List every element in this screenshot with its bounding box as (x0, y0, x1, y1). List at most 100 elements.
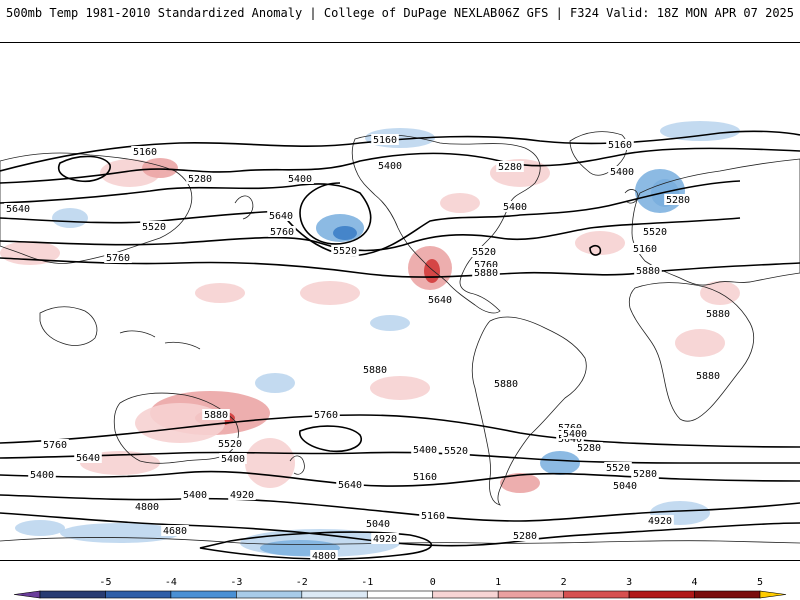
svg-text:5280: 5280 (513, 531, 537, 542)
contour-label: 5760 (268, 226, 296, 238)
svg-text:5880: 5880 (494, 379, 518, 390)
colorbar-swatch (694, 590, 761, 599)
contour-label: 5160 (606, 139, 634, 151)
anomaly-blob (255, 373, 295, 393)
svg-text:5640: 5640 (558, 434, 582, 445)
anomaly-blob (660, 121, 740, 141)
svg-text:5880: 5880 (636, 266, 660, 277)
svg-text:4920: 4920 (648, 516, 672, 527)
svg-text:5880: 5880 (696, 371, 720, 382)
svg-text:5280: 5280 (577, 443, 601, 454)
anomaly-colorbar: -5 -4 -3 -2 -1 0 1 2 3 4 5 (13, 577, 787, 599)
svg-text:5520: 5520 (444, 446, 468, 457)
colorbar-swatch (301, 590, 368, 599)
contour-label: 5400 (561, 428, 589, 440)
map-title: 500mb Temp 1981-2010 Standardized Anomal… (6, 6, 498, 20)
anomaly-blob (675, 329, 725, 357)
svg-text:5520: 5520 (333, 246, 357, 257)
svg-text:5160: 5160 (608, 140, 632, 151)
contour-label: 5880 (492, 378, 520, 390)
svg-text:5400: 5400 (563, 429, 587, 440)
contour-label: 5040 (364, 518, 392, 530)
svg-text:4680: 4680 (163, 526, 187, 537)
contour-label: 5280 (186, 173, 214, 185)
contour-line (0, 147, 800, 184)
svg-text:5520: 5520 (606, 463, 630, 474)
svg-text:5880: 5880 (474, 268, 498, 279)
contour-label: 5880 (361, 364, 389, 376)
colorbar-swatch (497, 590, 564, 599)
colorbar-tick-label: -1 (361, 577, 373, 588)
contour-line (299, 425, 363, 453)
colorbar-tick-label: -2 (296, 577, 308, 588)
contour-label: 5160 (131, 146, 159, 158)
contour-label: 5640 (267, 210, 295, 222)
colorbar-ticks: -5 -4 -3 -2 -1 0 1 2 3 4 5 (99, 577, 763, 588)
svg-text:5160: 5160 (633, 244, 657, 255)
svg-text:5160: 5160 (133, 147, 157, 158)
colorbar-swatch (236, 590, 303, 599)
svg-text:4920: 4920 (373, 534, 397, 545)
svg-text:5160: 5160 (373, 135, 397, 146)
svg-text:5640: 5640 (76, 453, 100, 464)
contour-line (0, 512, 800, 547)
colorbar-swatches (13, 590, 787, 599)
svg-text:5280: 5280 (188, 174, 212, 185)
contour-label: 5280 (575, 442, 603, 454)
contour-line (0, 494, 800, 522)
contour-label: 4800 (133, 501, 161, 513)
contour-label: 5160 (371, 134, 399, 146)
contour-label: 5640 (426, 294, 454, 306)
contour-label: 5400 (286, 173, 314, 185)
anomaly-blob (142, 158, 178, 178)
contour-label: 5640 (4, 203, 32, 215)
contour-label: 5520 (641, 226, 669, 238)
contour-line (0, 470, 800, 487)
colorbar-tick-label: 3 (626, 577, 632, 588)
contour-label: 4920 (228, 489, 256, 501)
contour-labels: 5160 5160 5160 5280 5280 5280 5400 5400 5400 5400… (4, 134, 732, 560)
colorbar-swatch (628, 590, 695, 599)
anomaly-blob (424, 259, 440, 283)
contour-label: 5880 (704, 308, 732, 320)
anomaly-map: 5160 5160 5160 5280 5280 5280 5400 5400 5400 5400… (0, 42, 800, 561)
colorbar-tick-label: 0 (430, 577, 436, 588)
contour-label: 5880 (472, 267, 500, 279)
svg-text:5520: 5520 (643, 227, 667, 238)
svg-text:5880: 5880 (363, 365, 387, 376)
model-run-info: 06Z GFS | F324 Valid: 18Z MON APR 07 202… (497, 6, 794, 20)
svg-text:5400: 5400 (378, 161, 402, 172)
height-contours (0, 130, 800, 560)
map-canvas: 5160 5160 5160 5280 5280 5280 5400 5400 5400 5400… (0, 121, 800, 560)
svg-text:5400: 5400 (288, 174, 312, 185)
contour-label: 4920 (646, 515, 674, 527)
anomaly-blob (500, 473, 540, 493)
svg-text:5400: 5400 (413, 445, 437, 456)
colorbar-tick-label: 5 (757, 577, 763, 588)
svg-text:5400: 5400 (503, 202, 527, 213)
colorbar-swatch (170, 590, 237, 599)
svg-text:5520: 5520 (142, 222, 166, 233)
svg-text:5280: 5280 (666, 195, 690, 206)
svg-text:4800: 4800 (135, 502, 159, 513)
anomaly-blob (333, 226, 357, 240)
contour-label: 5880 (202, 409, 230, 421)
contour-label: 5160 (411, 471, 439, 483)
svg-text:5520: 5520 (472, 247, 496, 258)
contour-label: 5520 (216, 438, 244, 450)
contour-line (0, 130, 800, 172)
svg-text:5760: 5760 (474, 260, 498, 271)
colorbar-swatch (563, 590, 630, 599)
anomaly-blob (540, 451, 580, 475)
contour-line (0, 217, 741, 252)
svg-text:5520: 5520 (218, 439, 242, 450)
colorbar-swatch (105, 590, 172, 599)
anomaly-blob (245, 438, 295, 488)
svg-text:5160: 5160 (421, 511, 445, 522)
svg-text:5880: 5880 (204, 410, 228, 421)
colorbar-tick-label: 4 (692, 577, 698, 588)
svg-text:5880: 5880 (706, 309, 730, 320)
svg-text:5640: 5640 (428, 295, 452, 306)
svg-text:5040: 5040 (366, 519, 390, 530)
contour-line (589, 245, 602, 256)
